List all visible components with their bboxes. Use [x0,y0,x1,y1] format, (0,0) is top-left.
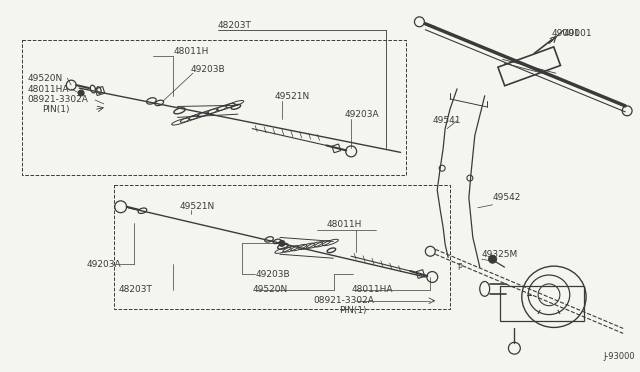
Text: 49325M: 49325M [482,250,518,259]
Text: 08921-3302A: 08921-3302A [28,96,88,105]
Text: 48203T: 48203T [118,285,152,294]
Text: PIN(1): PIN(1) [42,105,70,114]
Text: 49203A: 49203A [87,260,122,269]
Text: 48011H: 48011H [326,220,362,229]
Text: 49520N: 49520N [28,74,63,83]
Text: 49203B: 49203B [191,65,225,74]
Text: 48203T: 48203T [218,21,252,30]
Circle shape [78,90,84,96]
Text: 49001: 49001 [564,29,593,38]
Text: PIN(1): PIN(1) [339,306,367,315]
Text: 48011HA: 48011HA [351,285,393,294]
Text: 49521N: 49521N [275,93,310,102]
Text: 48011H: 48011H [173,47,209,56]
Text: 49203B: 49203B [255,270,290,279]
Text: J-93000: J-93000 [604,352,635,360]
Text: 49542: 49542 [493,193,521,202]
Text: P: P [457,263,461,272]
Text: 49541: 49541 [432,116,461,125]
Text: 08921-3302A: 08921-3302A [314,296,374,305]
Text: 48011HA: 48011HA [28,84,69,94]
Circle shape [489,255,497,263]
Text: 49521N: 49521N [180,202,215,211]
Text: 49203A: 49203A [344,110,379,119]
Text: 49520N: 49520N [252,285,287,294]
Text: 49001: 49001 [552,29,580,38]
Circle shape [279,240,285,246]
